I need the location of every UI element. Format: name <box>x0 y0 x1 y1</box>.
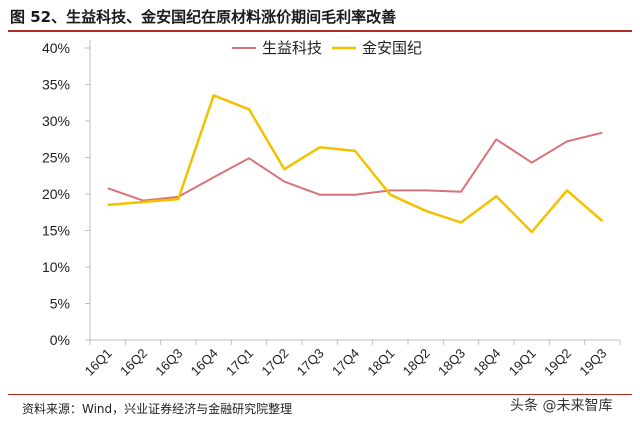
x-tick-label: 16Q4 <box>188 346 221 379</box>
x-tick-label: 16Q2 <box>117 346 150 379</box>
chart-axes <box>89 40 620 341</box>
x-tick-label: 19Q3 <box>576 346 609 379</box>
x-tick-label: 17Q3 <box>294 346 327 379</box>
x-tick-label: 18Q3 <box>435 346 468 379</box>
x-tick-label: 19Q1 <box>506 346 539 379</box>
y-tick-label: 30% <box>42 113 70 129</box>
y-tick-label: 0% <box>50 332 70 348</box>
x-tick-label: 17Q1 <box>223 346 256 379</box>
legend-label-2: 金安国纪 <box>362 39 422 57</box>
x-tick-label: 18Q1 <box>364 346 397 379</box>
x-tick-label: 16Q1 <box>82 346 115 379</box>
chart-legend: 生益科技 金安国纪 <box>232 39 422 57</box>
y-tick-label: 20% <box>42 186 70 202</box>
series-lines <box>107 94 604 234</box>
x-tick-label: 18Q2 <box>400 346 433 379</box>
y-tick-label: 10% <box>42 259 70 275</box>
series-line-1 <box>107 131 603 202</box>
series-line-2 <box>107 94 604 234</box>
y-tick-label: 15% <box>42 223 70 239</box>
footer-divider <box>8 394 632 395</box>
legend-label-1: 生益科技 <box>262 39 322 57</box>
y-tick-label: 40% <box>42 40 70 56</box>
figure-title: 图 52、生益科技、金安国纪在原材料涨价期间毛利率改善 <box>10 8 397 26</box>
x-tick-label: 18Q4 <box>470 346 503 379</box>
watermark: 头条 @未来智库 <box>510 398 613 414</box>
y-tick-label: 5% <box>50 296 70 312</box>
x-axis-ticks: 16Q1 16Q2 16Q3 16Q4 17Q1 17Q2 17Q3 17Q4 18Q1 18Q2… <box>82 340 621 379</box>
source-note: 资料来源：Wind，兴业证券经济与金融研究院整理 <box>22 402 293 416</box>
x-tick-label: 17Q4 <box>329 346 362 379</box>
x-tick-label: 17Q2 <box>258 346 291 379</box>
y-axis-ticks: 0% 5% 10% 15% 20% 25% 30% 35% 40% <box>42 40 90 348</box>
title-divider <box>8 30 632 32</box>
x-tick-label: 16Q3 <box>152 346 185 379</box>
x-tick-label: 19Q2 <box>541 346 574 379</box>
y-tick-label: 35% <box>42 77 70 93</box>
y-tick-label: 25% <box>42 150 70 166</box>
